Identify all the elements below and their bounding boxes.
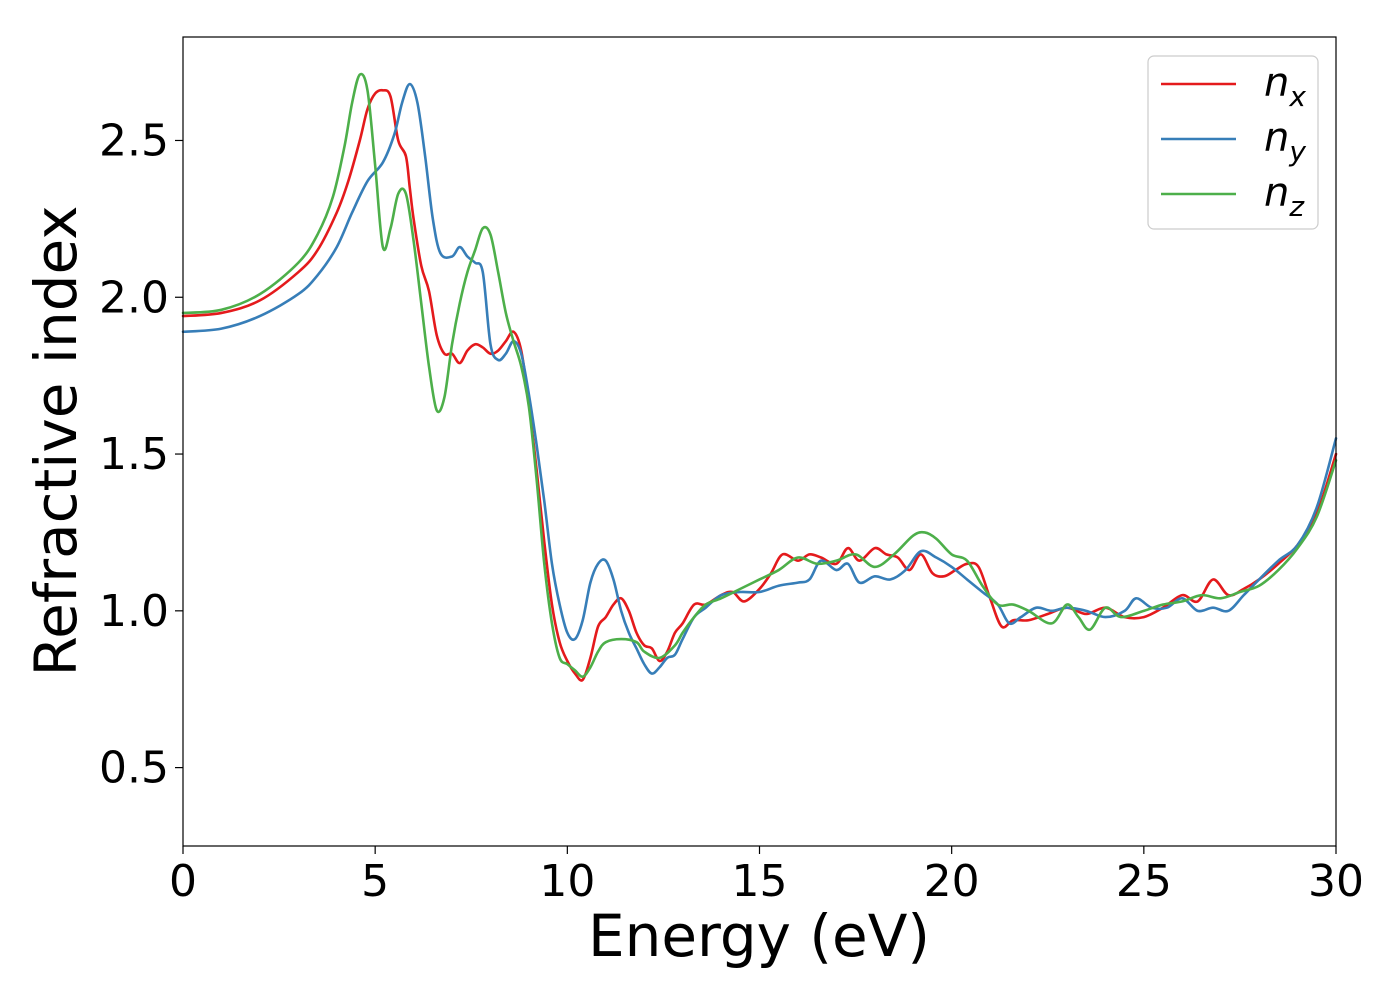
x-tick-label: 15 xyxy=(732,856,788,907)
series-layer xyxy=(181,72,1338,682)
y-tick-label: 0.5 xyxy=(99,743,169,794)
x-tick-label: 25 xyxy=(1116,856,1172,907)
x-axis-title: Energy (eV) xyxy=(588,902,930,970)
x-tick-label: 0 xyxy=(169,856,197,907)
x-tick-label: 5 xyxy=(361,856,389,907)
y-axis: 0.5 1.0 1.5 2.0 2.5 xyxy=(99,115,183,794)
x-tick-label: 20 xyxy=(924,856,980,907)
x-axis: 0 5 10 15 20 25 30 xyxy=(169,846,1364,907)
y-tick-label: 1.0 xyxy=(99,586,169,637)
legend-label-y: ny xyxy=(1264,115,1306,168)
series-line-x xyxy=(181,88,1338,682)
legend-label-x: nx xyxy=(1264,60,1306,113)
series-line-y xyxy=(181,82,1338,675)
legend-label-z: nz xyxy=(1264,170,1305,223)
y-axis-title: Refractive index xyxy=(22,205,90,676)
y-tick-label: 2.5 xyxy=(99,115,169,166)
x-tick-label: 30 xyxy=(1308,856,1364,907)
series-line-z xyxy=(181,72,1338,678)
x-tick-label: 10 xyxy=(539,856,595,907)
y-tick-label: 2.0 xyxy=(99,272,169,323)
y-tick-label: 1.5 xyxy=(99,429,169,480)
legend-frame xyxy=(1147,55,1319,230)
